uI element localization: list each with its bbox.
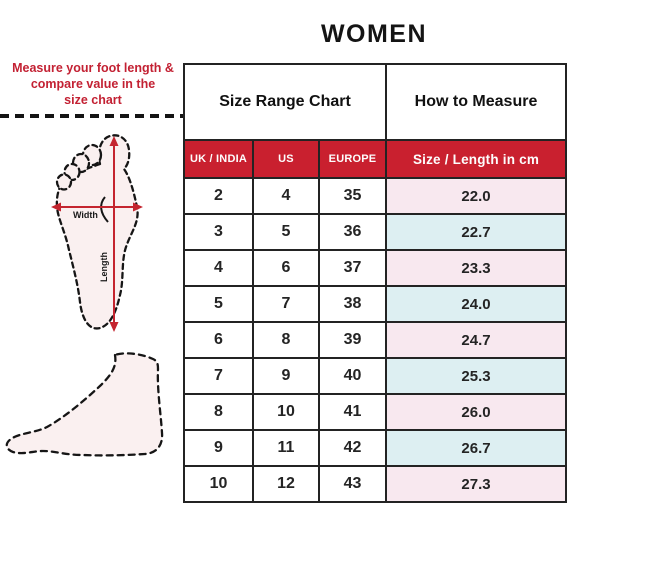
table-row: 10 12 43 27.3: [183, 465, 567, 503]
table-row: 9 11 42 26.7: [183, 429, 567, 467]
length-cm: 24.0: [385, 285, 567, 323]
table-group-header-row: Size Range Chart How to Measure: [183, 63, 567, 141]
toe-5: [55, 173, 73, 191]
dashed-pointer-line: [0, 114, 184, 118]
length-arrow: [109, 136, 119, 332]
uk-size: 4: [183, 249, 254, 287]
size-range-chart-header: Size Range Chart: [183, 63, 387, 141]
table-row: 3 5 36 22.7: [183, 213, 567, 251]
measure-instruction: Measure your foot length & compare value…: [2, 60, 184, 108]
how-to-measure-header: How to Measure: [385, 63, 567, 141]
column-header-uk-india: UK / INDIA: [183, 139, 254, 179]
length-cm: 24.7: [385, 321, 567, 359]
length-cm: 26.0: [385, 393, 567, 431]
table-row: 7 9 40 25.3: [183, 357, 567, 395]
page-title: WOMEN: [320, 20, 428, 48]
foot-side-outline: [5, 352, 164, 457]
uk-size: 10: [183, 465, 254, 503]
us-size: 11: [252, 429, 320, 467]
table-row: 8 10 41 26.0: [183, 393, 567, 431]
eu-size: 43: [318, 465, 387, 503]
uk-size: 7: [183, 357, 254, 395]
uk-size: 5: [183, 285, 254, 323]
instep-arc: [100, 196, 109, 223]
foot-side-diagram: [5, 352, 164, 457]
uk-size: 3: [183, 213, 254, 251]
length-label: Length: [99, 252, 109, 282]
us-size: 9: [252, 357, 320, 395]
eu-size: 40: [318, 357, 387, 395]
us-size: 8: [252, 321, 320, 359]
uk-size: 8: [183, 393, 254, 431]
eu-size: 41: [318, 393, 387, 431]
column-header-us: US: [252, 139, 320, 179]
column-header-size-length-cm: Size / Length in cm: [385, 139, 567, 179]
width-arrow: [51, 202, 143, 212]
us-size: 5: [252, 213, 320, 251]
uk-size: 2: [183, 177, 254, 215]
eu-size: 39: [318, 321, 387, 359]
eu-size: 37: [318, 249, 387, 287]
us-size: 12: [252, 465, 320, 503]
column-header-europe: EUROPE: [318, 139, 387, 179]
foot-sole-diagram: Width Length: [51, 134, 143, 332]
table-row: 4 6 37 23.3: [183, 249, 567, 287]
length-cm: 22.7: [385, 213, 567, 251]
us-size: 6: [252, 249, 320, 287]
table-row: 2 4 35 22.0: [183, 177, 567, 215]
size-range-table: Size Range Chart How to Measure UK / IND…: [183, 63, 567, 503]
length-cm: 26.7: [385, 429, 567, 467]
instruction-line-1: Measure your foot length &: [12, 61, 174, 75]
eu-size: 38: [318, 285, 387, 323]
width-label: Width: [73, 210, 98, 220]
eu-size: 42: [318, 429, 387, 467]
length-cm: 25.3: [385, 357, 567, 395]
instruction-line-3: size chart: [64, 93, 122, 107]
us-size: 4: [252, 177, 320, 215]
length-cm: 27.3: [385, 465, 567, 503]
uk-size: 6: [183, 321, 254, 359]
length-cm: 22.0: [385, 177, 567, 215]
eu-size: 36: [318, 213, 387, 251]
length-cm: 23.3: [385, 249, 567, 287]
us-size: 10: [252, 393, 320, 431]
eu-size: 35: [318, 177, 387, 215]
table-row: 5 7 38 24.0: [183, 285, 567, 323]
instruction-line-2: compare value in the: [30, 77, 156, 91]
us-size: 7: [252, 285, 320, 323]
table-column-header-row: UK / INDIA US EUROPE Size / Length in cm: [183, 139, 567, 179]
uk-size: 9: [183, 429, 254, 467]
table-row: 6 8 39 24.7: [183, 321, 567, 359]
